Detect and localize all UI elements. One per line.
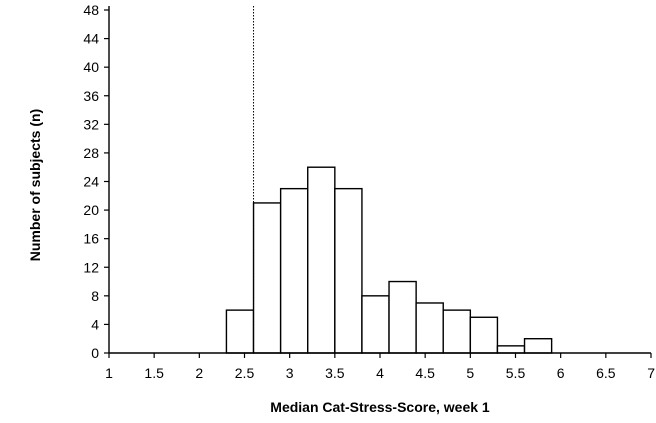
x-axis-ticks: 1 1.5 2 2.5 3 3.5 4 4.5 5 5.5 6 6.5 7 — [105, 353, 655, 381]
histogram-bar-4 — [307, 166, 336, 354]
histogram-bar-11 — [496, 345, 526, 354]
y-tick-label: 36 — [83, 88, 99, 104]
x-tick-label: 5.5 — [506, 365, 526, 381]
x-tick-label: 2 — [195, 365, 203, 381]
y-tick-label: 8 — [91, 288, 99, 304]
histogram-bar-2 — [252, 202, 282, 354]
y-tick-label: 0 — [91, 345, 99, 361]
x-tick-label: 3 — [286, 365, 294, 381]
x-tick-label: 4 — [376, 365, 384, 381]
y-tick-label: 40 — [83, 59, 99, 75]
x-axis-title: Median Cat-Stress-Score, week 1 — [270, 399, 490, 415]
x-tick-label: 1.5 — [144, 365, 164, 381]
y-tick-label: 44 — [83, 31, 99, 47]
x-tick-label: 7 — [647, 365, 655, 381]
x-tick-label: 6 — [557, 365, 565, 381]
y-tick-label: 16 — [83, 231, 99, 247]
y-tick-label: 48 — [83, 2, 99, 18]
histogram-bars — [225, 166, 553, 354]
y-tick-label: 4 — [91, 316, 99, 332]
x-tick-label: 3.5 — [325, 365, 345, 381]
histogram-bar-1 — [225, 309, 255, 354]
histogram-bar-5 — [334, 187, 363, 354]
x-tick-label: 5 — [466, 365, 474, 381]
y-tick-label: 32 — [83, 116, 99, 132]
y-tick-label: 24 — [83, 174, 99, 190]
histogram-bar-12 — [523, 338, 553, 354]
x-tick-label: 4.5 — [415, 365, 435, 381]
histogram-bar-10 — [469, 316, 499, 354]
y-axis-title: Number of subjects (n) — [27, 109, 43, 261]
histogram-bar-3 — [279, 187, 309, 354]
x-tick-label: 2.5 — [235, 365, 255, 381]
x-tick-label: 6.5 — [596, 365, 616, 381]
x-tick-label: 1 — [105, 365, 113, 381]
histogram-bar-7 — [388, 280, 417, 354]
y-tick-label: 12 — [83, 259, 99, 275]
histogram-bar-9 — [442, 309, 472, 354]
y-tick-label: 20 — [83, 202, 99, 218]
histogram-bar-8 — [415, 302, 444, 354]
y-tick-label: 28 — [83, 145, 99, 161]
histogram-bar-6 — [361, 295, 390, 354]
